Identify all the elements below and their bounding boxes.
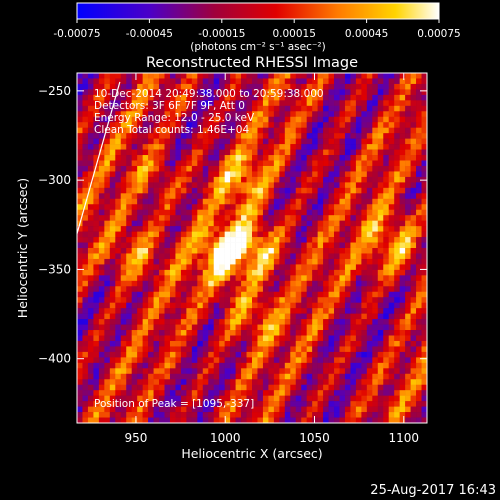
annotation-line: Detectors: 3F 6F 7F 9F, Att 0 [94, 100, 245, 112]
plot-frame [76, 72, 428, 424]
y-axis-label: Heliocentric Y (arcsec) [15, 178, 30, 318]
colorbar-ticks: -0.00075 -0.00045 -0.00015 0.00015 0.00045 0.… [53, 19, 461, 40]
colorbar-unit-label: (photons cm⁻² s⁻¹ asec⁻²) [190, 41, 325, 53]
x-tick-label: 1050 [299, 431, 330, 445]
solar-limb-line [76, 81, 121, 234]
x-axis-label: Heliocentric X (arcsec) [181, 446, 322, 461]
peak-position-label: Position of Peak = [1095,-337] [94, 398, 254, 410]
colorbar-tick-label: 0.00015 [272, 28, 315, 40]
x-tick-label: 950 [124, 431, 147, 445]
x-tick-label: 1100 [389, 431, 420, 445]
y-tick-label: −250 [38, 84, 71, 98]
colorbar-tick-label: -0.00075 [53, 28, 100, 40]
heatmap [77, 73, 427, 423]
y-axis: −250 −300 −350 −400 [38, 84, 427, 366]
colorbar-tick-label: 0.00045 [345, 28, 388, 40]
colorbar-tick-label: -0.00015 [198, 28, 245, 40]
x-axis: 950 1000 1050 1100 [124, 73, 419, 445]
annotation-line: Energy Range: 12.0 - 25.0 keV [94, 112, 255, 124]
y-tick-label: −350 [38, 262, 71, 276]
colorbar-tick-label: 0.00075 [417, 28, 460, 40]
x-tick-label: 1000 [210, 431, 241, 445]
annotation-line: 10-Dec-2014 20:49:38.000 to 20:59:38.000 [94, 88, 324, 100]
y-tick-label: −400 [38, 352, 71, 366]
colorbar [76, 2, 440, 20]
colorbar-tick-label: -0.00045 [126, 28, 173, 40]
annotation-block: 10-Dec-2014 20:49:38.000 to 20:59:38.000… [94, 88, 324, 136]
chart-title: Reconstructed RHESSI Image [146, 55, 358, 71]
annotation-line: Clean Total counts: 1.46E+04 [94, 124, 249, 136]
y-tick-label: −300 [38, 173, 71, 187]
timestamp: 25-Aug-2017 16:43 [370, 483, 496, 498]
